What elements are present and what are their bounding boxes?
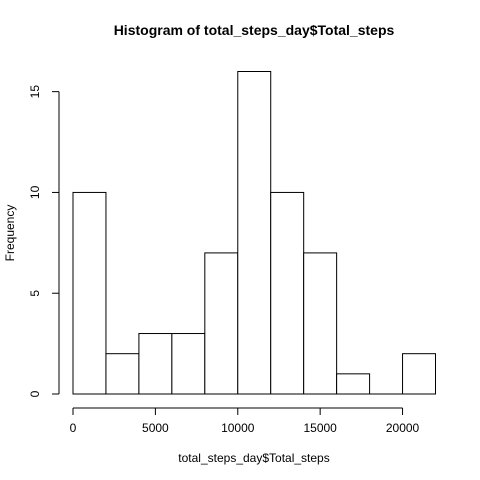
histogram-bar-1 (105, 353, 140, 395)
histogram-bar-5 (237, 71, 272, 395)
x-axis-label: total_steps_day$Total_steps (178, 451, 329, 465)
y-axis-label: Frequency (3, 205, 17, 262)
y-tick-label-2: 10 (28, 185, 42, 199)
y-tick-label-1: 5 (28, 290, 42, 297)
histogram-bar-4 (204, 252, 239, 395)
x-tick-label-3: 15000 (303, 421, 337, 435)
x-tick-label-0: 0 (70, 421, 77, 435)
x-tick-label-2: 10000 (221, 421, 255, 435)
x-tick-label-1: 5000 (142, 421, 169, 435)
histogram-bar-0 (72, 191, 107, 395)
histogram-bar-2 (138, 333, 173, 395)
histogram-bar-10 (402, 353, 436, 395)
histogram-bar-8 (336, 373, 371, 395)
bars-group (72, 71, 436, 395)
y-tick-label-3: 15 (28, 85, 42, 99)
x-axis: 0 5000 10000 15000 20000 (70, 407, 420, 435)
x-tick-label-4: 20000 (386, 421, 420, 435)
y-axis: 0 5 10 15 (28, 85, 60, 397)
y-tick-label-0: 0 (28, 390, 42, 397)
histogram-bar-7 (303, 252, 338, 395)
histogram-bar-3 (171, 333, 206, 395)
chart-title: Histogram of total_steps_day$Total_steps (114, 22, 395, 38)
histogram-bar-6 (270, 191, 305, 395)
